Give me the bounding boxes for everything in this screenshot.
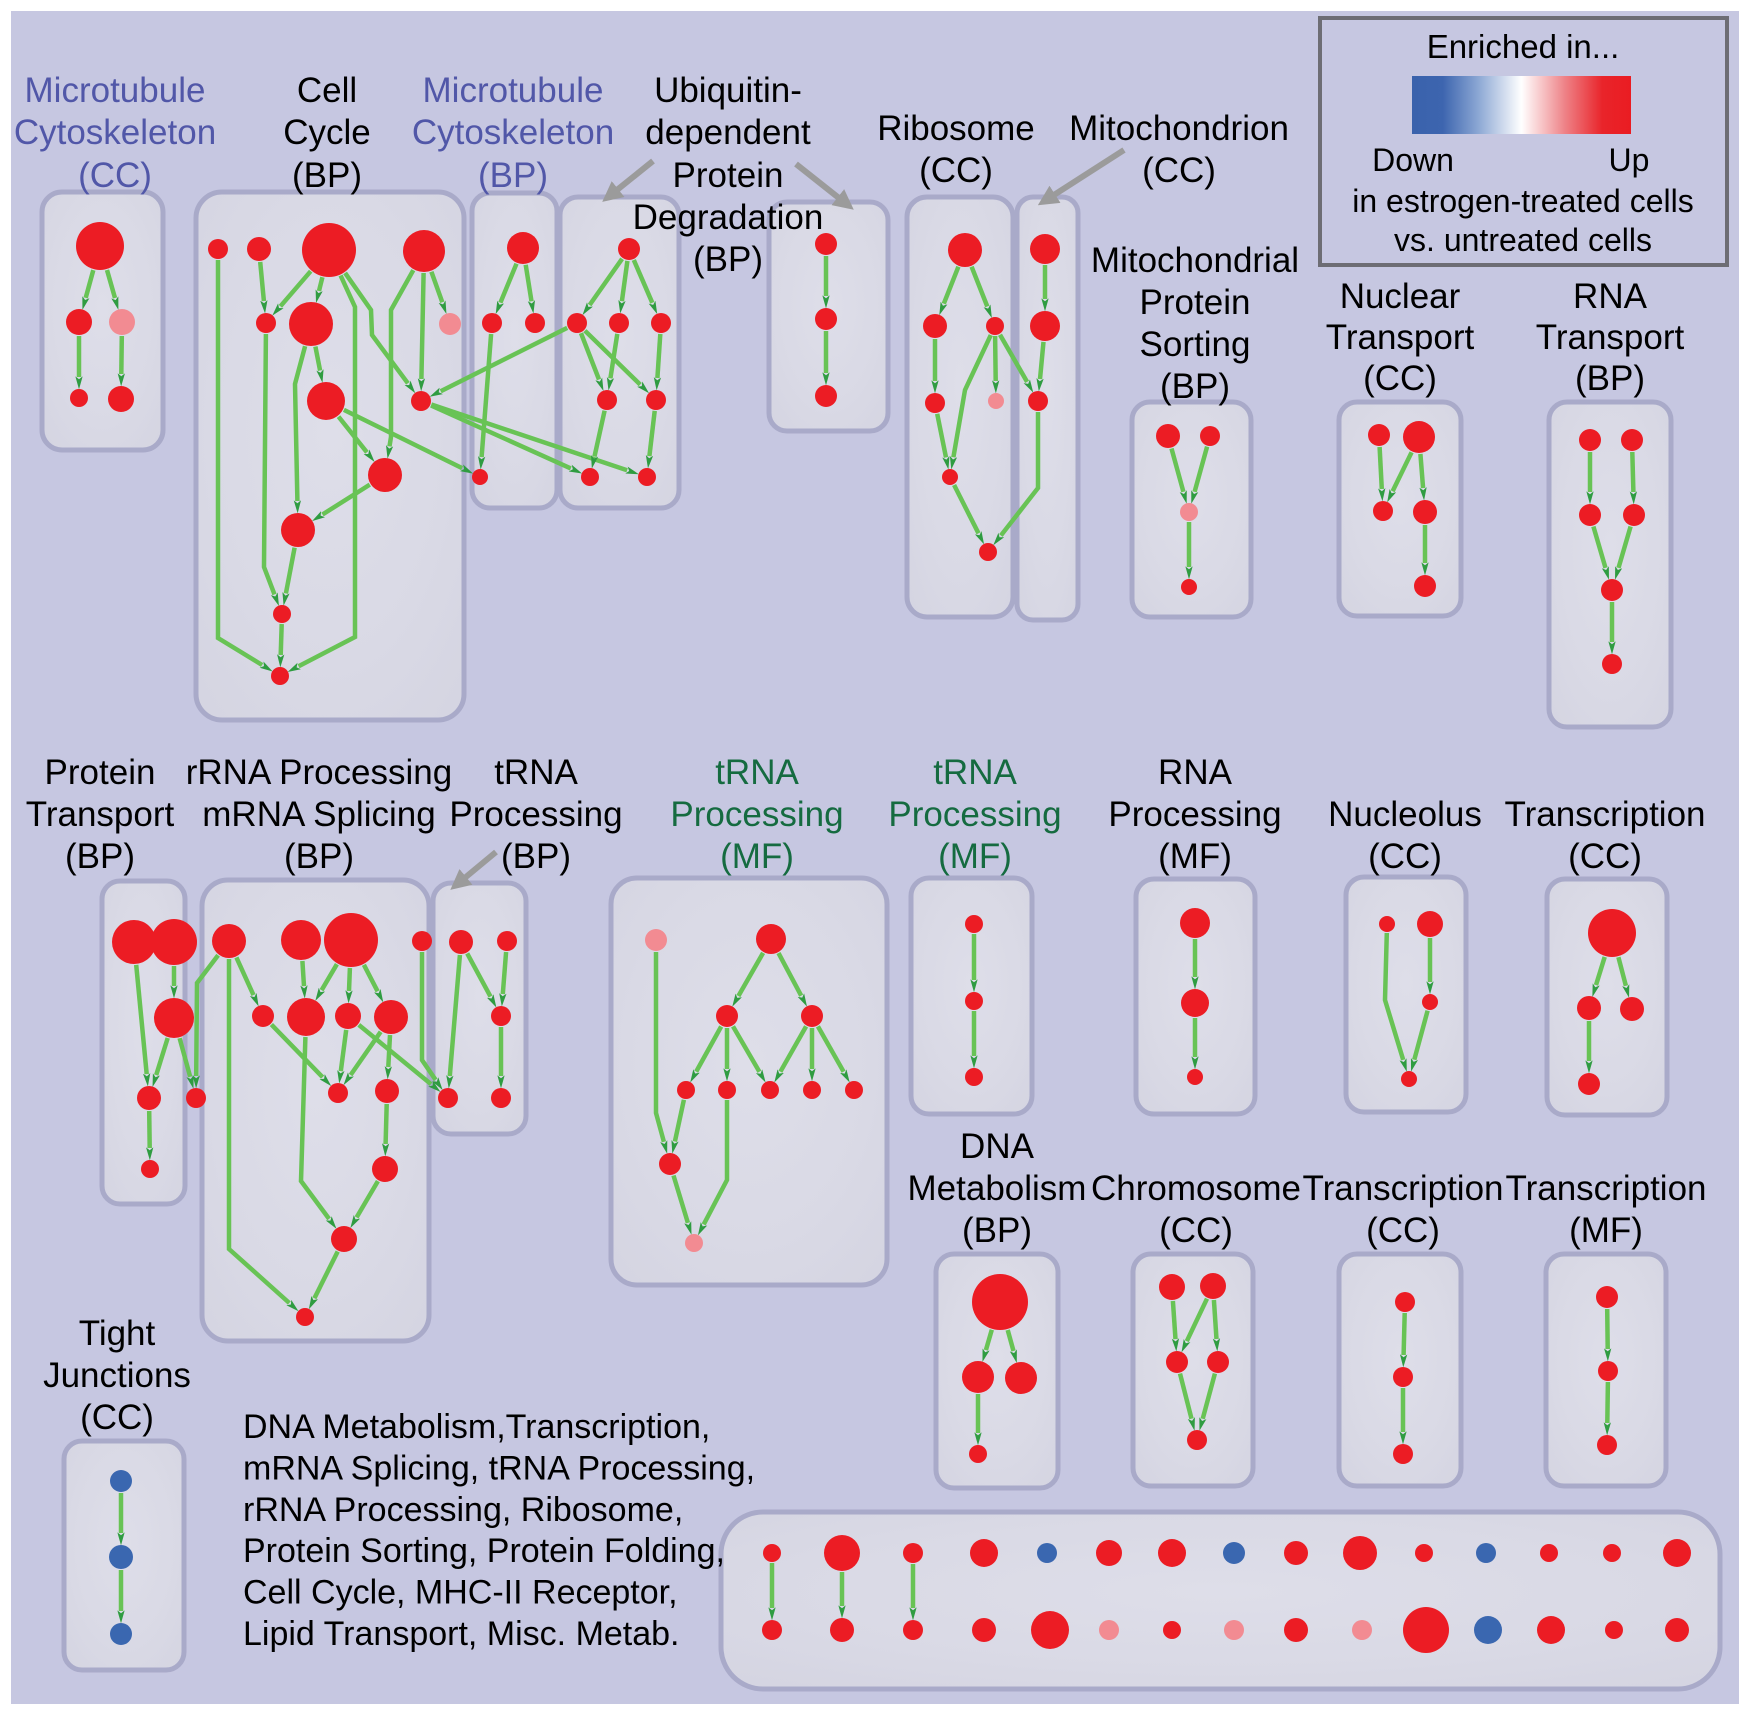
svg-text:dependent: dependent [645,113,811,152]
svg-text:Nucleolus: Nucleolus [1328,795,1482,834]
svg-text:tRNA: tRNA [715,753,799,792]
svg-text:Lipid Transport, Misc. Metab.: Lipid Transport, Misc. Metab. [243,1615,680,1653]
svg-text:Cell Cycle, MHC-II Receptor,: Cell Cycle, MHC-II Receptor, [243,1574,678,1612]
svg-text:(CC): (CC) [1142,151,1216,190]
svg-text:(BP): (BP) [693,240,763,279]
svg-text:(MF): (MF) [720,837,794,876]
svg-text:Tight: Tight [79,1314,156,1353]
svg-text:Processing: Processing [1108,795,1281,834]
svg-text:(CC): (CC) [1366,1211,1440,1250]
svg-text:RNA: RNA [1158,753,1233,792]
svg-text:Transport: Transport [1536,318,1685,357]
svg-text:(MF): (MF) [1158,837,1232,876]
svg-text:(BP): (BP) [962,1211,1032,1250]
svg-text:Degradation: Degradation [633,198,824,237]
svg-text:(BP): (BP) [1575,359,1645,398]
svg-text:Enriched in...: Enriched in... [1427,28,1620,65]
svg-text:(BP): (BP) [292,156,362,195]
svg-text:DNA: DNA [960,1127,1035,1166]
svg-text:Nuclear: Nuclear [1340,277,1461,316]
svg-text:Cell: Cell [297,71,357,110]
svg-text:(CC): (CC) [919,151,993,190]
svg-text:tRNA: tRNA [494,753,578,792]
svg-text:Mitochondrion: Mitochondrion [1069,109,1289,148]
svg-text:(BP): (BP) [65,837,135,876]
svg-text:mRNA Splicing, tRNA Processing: mRNA Splicing, tRNA Processing, [243,1449,755,1487]
svg-text:in estrogen-treated cells: in estrogen-treated cells [1352,183,1694,219]
svg-text:mRNA Splicing: mRNA Splicing [202,795,435,834]
svg-text:Transport: Transport [1326,318,1475,357]
svg-text:Processing: Processing [888,795,1061,834]
svg-text:(CC): (CC) [1368,837,1442,876]
svg-text:(CC): (CC) [1363,359,1437,398]
svg-text:(MF): (MF) [938,837,1012,876]
svg-text:Protein: Protein [673,156,784,195]
svg-text:Protein: Protein [1140,283,1251,322]
svg-text:Ribosome: Ribosome [877,109,1035,148]
svg-text:Up: Up [1609,142,1650,178]
svg-text:RNA: RNA [1573,277,1648,316]
svg-text:(BP): (BP) [284,837,354,876]
svg-text:Down: Down [1372,142,1454,178]
svg-text:(MF): (MF) [1569,1211,1643,1250]
svg-text:Transcription: Transcription [1303,1169,1504,1208]
svg-text:Protein: Protein [45,753,156,792]
svg-text:(CC): (CC) [78,156,152,195]
svg-text:Protein Sorting, Protein Foldi: Protein Sorting, Protein Folding, [243,1532,725,1570]
svg-text:(BP): (BP) [478,156,548,195]
svg-text:rRNA Processing, Ribosome,: rRNA Processing, Ribosome, [243,1491,683,1529]
svg-text:Cytoskeleton: Cytoskeleton [14,113,216,152]
svg-text:Mitochondrial: Mitochondrial [1091,241,1299,280]
svg-text:Transport: Transport [26,795,175,834]
svg-text:Junctions: Junctions [43,1356,191,1395]
svg-text:(CC): (CC) [80,1398,154,1437]
svg-text:(BP): (BP) [1160,367,1230,406]
svg-text:Metabolism: Metabolism [908,1169,1087,1208]
svg-text:Ubiquitin-: Ubiquitin- [654,71,802,110]
svg-text:rRNA Processing: rRNA Processing [186,753,452,792]
svg-text:tRNA: tRNA [933,753,1017,792]
svg-text:Cytoskeleton: Cytoskeleton [412,113,614,152]
svg-text:DNA Metabolism,Transcription,: DNA Metabolism,Transcription, [243,1408,710,1446]
svg-text:vs. untreated cells: vs. untreated cells [1394,222,1652,258]
svg-text:Transcription: Transcription [1505,795,1706,834]
svg-text:(BP): (BP) [501,837,571,876]
svg-text:Sorting: Sorting [1140,325,1251,364]
svg-text:Microtubule: Microtubule [423,71,604,110]
svg-text:Microtubule: Microtubule [25,71,206,110]
svg-text:Processing: Processing [670,795,843,834]
svg-text:Cycle: Cycle [283,113,371,152]
svg-text:(CC): (CC) [1159,1211,1233,1250]
svg-text:Processing: Processing [449,795,622,834]
svg-text:Chromosome: Chromosome [1091,1169,1301,1208]
svg-text:(CC): (CC) [1568,837,1642,876]
svg-text:Transcription: Transcription [1506,1169,1707,1208]
